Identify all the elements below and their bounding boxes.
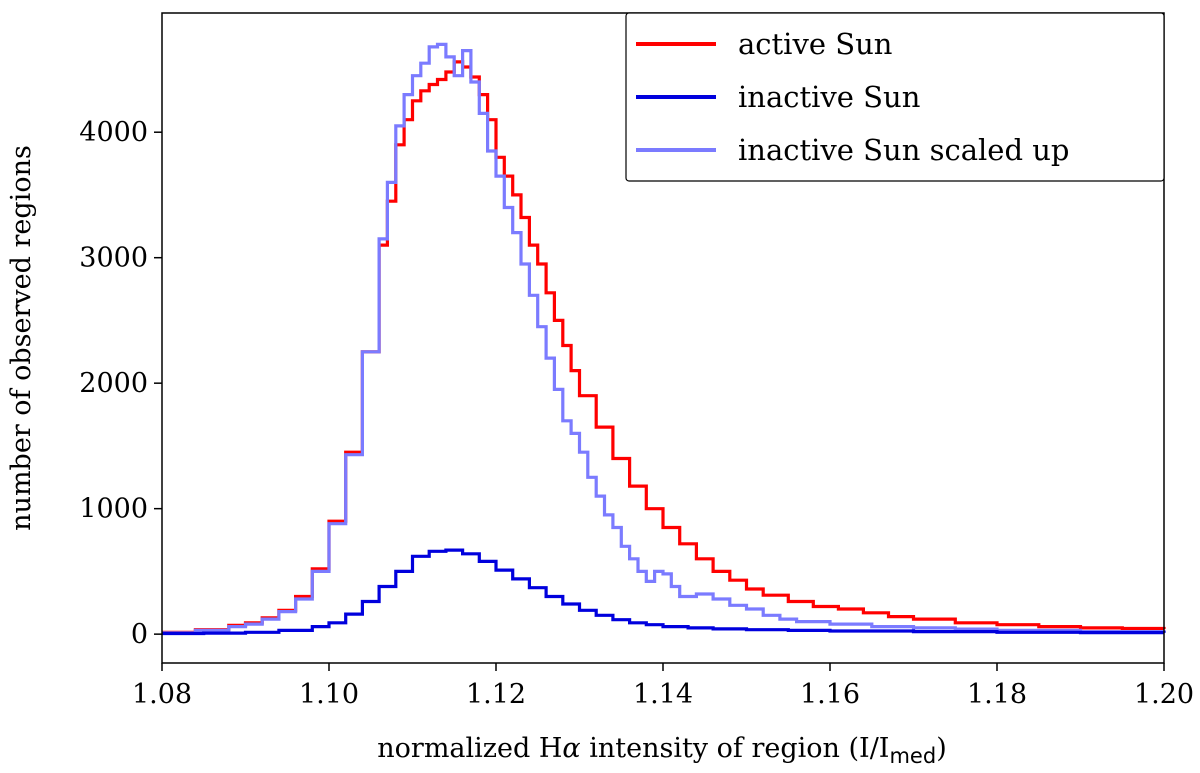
series-line-inactive-sun-scaled-up <box>162 42 1166 635</box>
series-layer <box>162 42 1166 636</box>
x-tick-label: 1.08 <box>132 679 192 710</box>
y-tick-label: 1000 <box>79 494 148 525</box>
series-line-inactive-sun <box>162 548 1166 636</box>
y-axis-ticks: 0 1000 2000 3000 4000 <box>79 117 162 650</box>
x-tick-label: 1.12 <box>466 679 526 710</box>
x-axis-label: normalized Hα intensity of region (I/Ime… <box>377 733 946 768</box>
x-axis-ticks: 1.08 1.10 1.12 1.14 1.16 1.18 1.20 <box>132 663 1194 710</box>
x-tick-label: 1.18 <box>967 679 1027 710</box>
x-tick-label: 1.20 <box>1134 679 1194 710</box>
y-tick-label: 0 <box>131 619 148 650</box>
y-tick-label: 4000 <box>79 117 148 148</box>
x-tick-label: 1.16 <box>800 679 860 710</box>
legend-label-scaled: inactive Sun scaled up <box>738 133 1070 167</box>
y-tick-label: 2000 <box>79 368 148 399</box>
x-tick-label: 1.14 <box>633 679 693 710</box>
legend-box <box>625 12 1165 182</box>
y-axis-label: number of observed regions <box>6 145 37 531</box>
y-tick-label: 3000 <box>79 243 148 274</box>
legend: active Sun inactive Sun inactive Sun sca… <box>625 12 1165 182</box>
legend-label-active: active Sun <box>738 27 892 61</box>
legend-label-inactive: inactive Sun <box>738 80 920 114</box>
x-tick-label: 1.10 <box>299 679 359 710</box>
